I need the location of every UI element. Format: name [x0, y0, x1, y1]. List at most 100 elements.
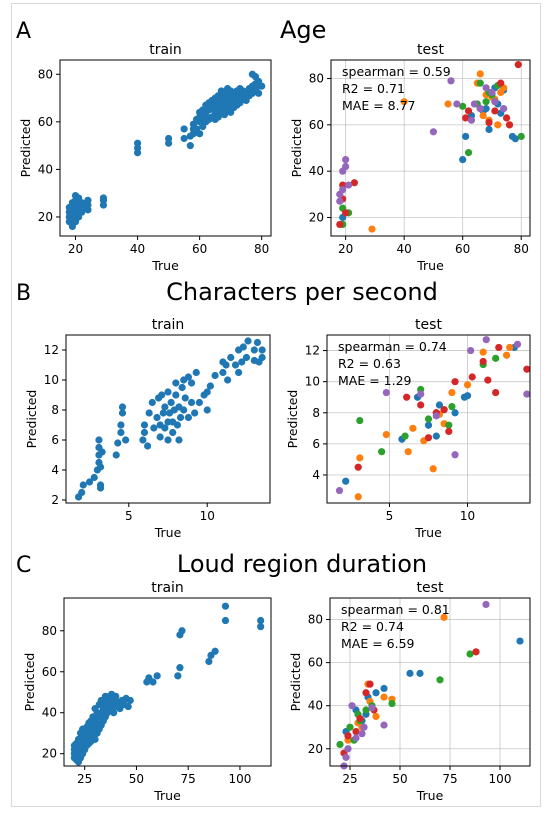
y-tick-label: 80	[309, 72, 324, 86]
y-tick-label: 8	[51, 403, 59, 417]
data-point	[466, 650, 474, 658]
data-point	[479, 348, 487, 356]
data-point	[348, 702, 356, 710]
data-point	[165, 134, 173, 143]
data-point	[219, 368, 227, 377]
data-point	[172, 391, 180, 399]
y-tick-label: 10	[305, 375, 320, 389]
data-point	[222, 361, 230, 369]
y-tick-label: 8	[312, 406, 320, 420]
data-point	[221, 602, 230, 610]
data-point	[148, 398, 156, 407]
data-point	[380, 693, 388, 701]
data-point	[112, 692, 120, 700]
x-tick-label: 5	[386, 509, 394, 523]
data-point	[161, 424, 169, 432]
data-point	[196, 130, 204, 138]
data-point	[211, 647, 219, 655]
data-point	[203, 388, 211, 396]
y-tick-label: 80	[38, 67, 53, 81]
data-point	[159, 409, 167, 417]
data-point	[388, 699, 396, 708]
stat-annotation: spearman = 0.81	[341, 602, 450, 617]
data-point	[342, 477, 350, 485]
data-point	[436, 676, 444, 684]
x-tick-label: 80	[514, 242, 529, 256]
loud-test-chart: 25 50 75 100 20 40 60 80 test True Predicted spearm…	[288, 580, 531, 803]
data-point	[78, 488, 86, 497]
data-point	[472, 648, 480, 656]
data-point	[403, 393, 411, 401]
y-tick-label: 4	[312, 468, 320, 482]
loud-train-chart: 25 50 75 100 20 40 60 80 train True Predicted	[22, 580, 272, 803]
data-point	[144, 442, 152, 450]
data-point	[491, 98, 499, 106]
data-point	[145, 409, 153, 417]
data-point	[500, 105, 508, 113]
data-point	[523, 365, 531, 373]
stat-annotation: spearman = 0.74	[338, 339, 447, 354]
data-point	[250, 346, 258, 354]
data-point	[342, 155, 350, 164]
data-point	[516, 637, 524, 645]
data-point	[488, 88, 496, 97]
data-point	[453, 100, 461, 108]
data-point	[400, 98, 408, 106]
data-point	[464, 107, 473, 115]
data-point	[140, 421, 149, 429]
x-axis-label: True	[151, 258, 179, 273]
data-point	[242, 353, 251, 362]
data-point	[122, 436, 130, 444]
data-point	[514, 61, 522, 69]
x-axis-label: True	[154, 525, 182, 540]
plot-title: test	[417, 42, 444, 58]
data-point	[492, 388, 500, 397]
data-point	[409, 424, 417, 432]
data-point	[150, 424, 158, 432]
x-tick-label: 5	[125, 509, 133, 523]
data-point	[382, 388, 390, 397]
x-axis-label: True	[414, 525, 442, 540]
data-point	[79, 481, 87, 489]
data-point	[484, 376, 492, 384]
data-point	[244, 337, 252, 345]
data-point	[492, 354, 500, 362]
y-tick-label: 60	[308, 656, 323, 670]
data-point	[432, 412, 440, 420]
data-point	[140, 428, 149, 437]
data-point	[382, 430, 390, 439]
data-point	[258, 346, 266, 354]
data-point	[476, 105, 484, 113]
data-point	[238, 358, 246, 366]
data-point	[153, 413, 161, 422]
data-point	[482, 336, 490, 344]
y-tick-label: 20	[308, 742, 323, 756]
data-point	[169, 428, 177, 437]
data-point	[463, 392, 472, 400]
y-tick-label: 40	[309, 164, 324, 178]
data-point	[380, 721, 388, 729]
data-point	[366, 680, 374, 688]
data-point	[191, 409, 199, 417]
y-tick-label: 6	[312, 437, 320, 451]
x-tick-label: 80	[254, 242, 269, 256]
data-point	[161, 403, 169, 411]
data-point	[416, 669, 424, 677]
data-point	[445, 427, 453, 436]
data-point	[336, 220, 344, 229]
y-axis-label: Predicted	[288, 653, 303, 712]
section-title-age: Age	[280, 16, 326, 44]
data-point	[346, 723, 354, 731]
plot-title: train	[152, 317, 185, 333]
age-test-chart: 20 40 60 80 20 40 60 80 test True Predicted spearma…	[289, 42, 531, 273]
x-tick-label: 75	[442, 772, 457, 786]
y-axis-label: Predicted	[289, 119, 304, 178]
data-point	[482, 84, 490, 92]
data-point	[258, 82, 266, 90]
data-point	[448, 402, 456, 411]
data-point	[476, 70, 484, 78]
axes-frame	[330, 59, 531, 237]
data-point	[440, 613, 448, 621]
data-point	[257, 616, 265, 625]
